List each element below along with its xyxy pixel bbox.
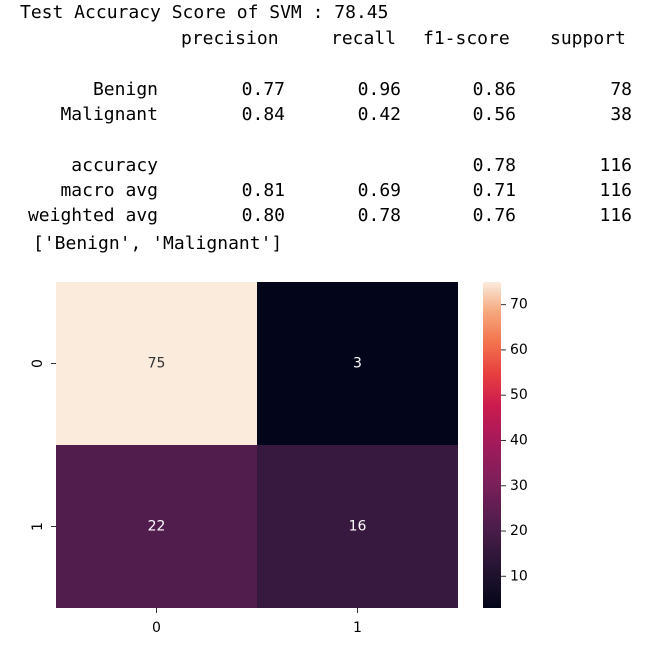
- summary-row-support: 116: [599, 155, 632, 176]
- header-f1-score: f1-score: [423, 28, 510, 49]
- report-row-support: 38: [610, 104, 632, 125]
- colorbar-tick-label-2: 30: [510, 478, 528, 494]
- x-tick-label-0: 0: [152, 620, 161, 636]
- summary-row-f1: 0.76: [472, 205, 516, 226]
- header-support: support: [550, 28, 626, 49]
- summary-row-precision: 0.81: [241, 180, 285, 201]
- summary-row-support: 116: [599, 205, 632, 226]
- heatmap-cell-1-0: [56, 445, 257, 608]
- report-row-label: Benign: [92, 79, 158, 100]
- header-precision: precision: [181, 28, 279, 49]
- heatmap-cell-1-1: [257, 445, 458, 608]
- summary-row-f1: 0.71: [472, 180, 516, 201]
- heatmap-cell-label-0-0: 75: [148, 356, 166, 372]
- class-list: ['Benign', 'Malignant']: [33, 233, 283, 254]
- colorbar: [483, 282, 501, 608]
- colorbar-tick-label-1: 20: [510, 523, 528, 539]
- summary-row-label: macro avg: [60, 180, 158, 201]
- report-row-label: Malignant: [60, 104, 158, 125]
- report-row-f1: 0.86: [472, 79, 516, 100]
- x-tick-label-1: 1: [353, 620, 362, 636]
- heatmap-cell-0-0: [56, 282, 257, 445]
- header-recall: recall: [331, 28, 397, 49]
- summary-row-label: accuracy: [71, 155, 158, 176]
- heatmap-cell-0-1: [257, 282, 458, 445]
- report-row-f1: 0.56: [472, 104, 516, 125]
- report-row-recall: 0.42: [357, 104, 401, 125]
- summary-row-recall: 0.69: [357, 180, 401, 201]
- report-title: Test Accuracy Score of SVM : 78.45: [20, 2, 389, 23]
- colorbar-tick-label-6: 70: [510, 297, 528, 313]
- colorbar-tick-label-4: 50: [510, 387, 528, 403]
- y-tick-label-0: 0: [30, 359, 46, 368]
- summary-row-precision: 0.80: [241, 205, 285, 226]
- summary-row-support: 116: [599, 180, 632, 201]
- colorbar-tick-label-5: 60: [510, 342, 528, 358]
- report-row-support: 78: [610, 79, 632, 100]
- report-row-precision: 0.84: [241, 104, 285, 125]
- heatmap-cell-label-1-1: 16: [349, 519, 367, 535]
- heatmap-cell-label-0-1: 3: [353, 356, 362, 372]
- summary-row-label: weighted avg: [27, 205, 158, 226]
- colorbar-tick-label-0: 10: [510, 568, 528, 584]
- colorbar-tick-label-3: 40: [510, 432, 528, 448]
- y-tick-label-1: 1: [30, 522, 46, 531]
- summary-row-f1: 0.78: [472, 155, 516, 176]
- summary-row-recall: 0.78: [357, 205, 401, 226]
- report-row-precision: 0.77: [241, 79, 285, 100]
- heatmap-cell-label-1-0: 22: [148, 519, 166, 535]
- report-row-recall: 0.96: [357, 79, 401, 100]
